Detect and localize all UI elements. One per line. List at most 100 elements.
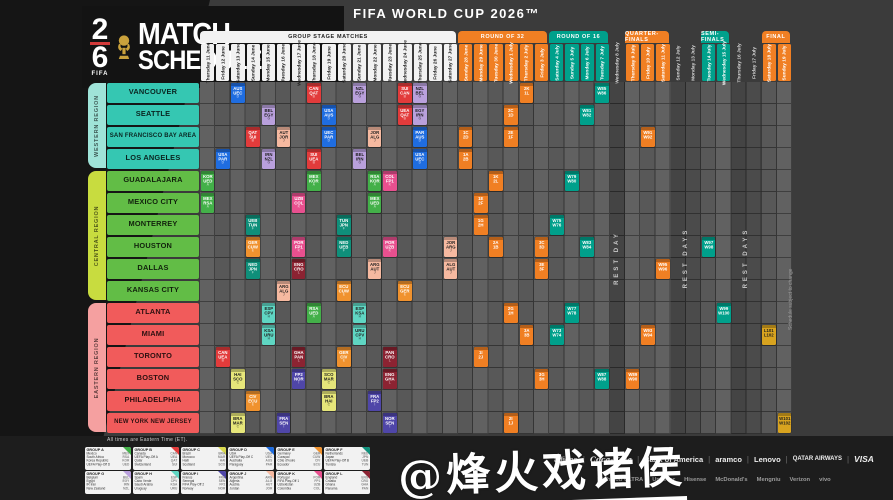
date-col-18: Sunday 28 June	[459, 44, 473, 81]
date-col-38: Saturday 18 July	[762, 43, 776, 82]
city-toronto: TORONTO	[107, 347, 199, 367]
group-box-i: GROUP I France FRA Senegal SEN FIFA Play-Off …	[180, 471, 227, 495]
match-cell-3-6: UEB TUN F	[246, 215, 260, 235]
date-col-17: Saturday 27 June	[443, 43, 458, 82]
match-cell-1-12: CAN UEA B	[215, 347, 230, 367]
rest-label-3: REST DAYS	[743, 227, 750, 289]
match-cell-3-2: QAT SUI B	[246, 127, 260, 147]
match-cell-12-12: PAN CRO L	[382, 347, 397, 367]
sponsor-logo-qatar-airways: QATAR AIRWAYS	[792, 456, 842, 462]
date-col-39: Sunday 19 July	[777, 44, 792, 81]
sponsor-logo-mengniu: Mengniu	[756, 477, 781, 483]
match-cell-7-0: CAN QAT B	[307, 83, 321, 103]
date-col-24: Saturday 4 July	[550, 44, 564, 81]
date-col-1: Thursday 11 June	[201, 42, 215, 83]
city-san-francisco-bay-area: SAN FRANCISCO BAY AREA	[107, 127, 199, 147]
city-miami: MIAMI	[107, 325, 199, 345]
date-col-23: Friday 3 July	[534, 44, 549, 81]
match-cell-17-3: 1A 2B	[458, 149, 473, 169]
sponsor-logo-verizon: Verizon	[789, 477, 811, 483]
date-col-31: Saturday 11 July	[656, 44, 670, 81]
city-atlanta: ATLANTA	[107, 303, 199, 323]
sponsor-row-secondary: Michelob ULTRA Unilever Hisense McDonald's M…	[540, 477, 888, 483]
match-cell-3-14: CIV ECU E	[246, 391, 260, 411]
group-box-h: GROUP H Spain ESP Cabo Verde CPV Saudi Arabia…	[132, 471, 179, 495]
sponsor-logo-hisense: Hisense	[684, 477, 707, 483]
match-cell-6-12: GHA PAN L	[291, 347, 306, 367]
page-title: FIFA WORLD CUP 2026™	[353, 6, 540, 21]
match-cell-33-7: W97 W98	[701, 237, 716, 257]
sponsor-logo-vivo: vivo	[819, 477, 831, 483]
timezone-note: All times are Eastern Time (ET).	[107, 437, 188, 443]
group-box-l: GROUP L England ENG Croatia CRO Ghana GHA Panam…	[324, 471, 370, 495]
fifa-wordmark: FIFA	[91, 70, 109, 77]
city-seattle: SEATTLE	[107, 105, 199, 125]
date-col-35: Wednesday 15 July	[717, 40, 731, 85]
match-cell-13-0: SUI CAN B	[398, 83, 412, 103]
match-cell-14-2: PAR AUS D	[413, 127, 427, 147]
date-col-30: Friday 10 July	[641, 44, 655, 81]
date-col-22: Thursday 2 July	[519, 44, 533, 81]
match-cell-7-4: MEX KOR A	[307, 171, 321, 191]
match-cell-29-2: W91 W92	[641, 127, 655, 147]
match-cell-6-13: FP2 NOR I	[291, 369, 306, 389]
match-cell-29-11: W93 W94	[641, 325, 655, 345]
date-col-8: Thursday 18 June	[307, 42, 321, 83]
date-col-19: Monday 29 June	[474, 44, 488, 81]
rest-label-1: REST DAY	[614, 231, 621, 285]
phase-bar-r16: ROUND OF 16	[549, 31, 608, 43]
group-box-b: GROUP B Canada CAN UEFA Play-Off A UEA Qatar Q…	[132, 447, 179, 470]
city-kansas-city: KANSAS CITY	[107, 281, 199, 301]
match-cell-4-3: IRN NZL G	[261, 149, 276, 169]
match-cell-6-8: ENG CRO L	[291, 259, 306, 279]
match-cell-18-5: 1E 2F	[474, 193, 488, 213]
match-cell-14-3: USA UEC D	[413, 149, 427, 169]
date-col-15: Thursday 25 June	[413, 42, 427, 83]
match-cell-23-6: W75 W76	[549, 215, 564, 235]
match-cell-9-7: NED UEB F	[337, 237, 351, 257]
match-cell-12-13: ENG GHA L	[382, 369, 397, 389]
match-cell-8-2: UEC PAR D	[322, 127, 336, 147]
match-cell-5-15: FRA SEN I	[276, 413, 291, 433]
match-cell-7-10: RSA UED A	[307, 303, 321, 323]
region-strip-1: WESTERN REGION	[88, 83, 106, 168]
logo-digit-2: 2	[91, 12, 109, 46]
match-cell-10-3: BEL IRN G	[352, 149, 367, 169]
date-col-32: Sunday 12 July	[675, 45, 681, 80]
date-col-14: Wednesday 24 June	[398, 40, 412, 85]
match-cell-8-14: BRA HAI C	[322, 391, 336, 411]
match-cell-20-1: 2C 1D	[504, 105, 518, 125]
sponsor-logo-bank-of-america: Bank of America	[644, 454, 704, 464]
date-col-7: Wednesday 17 June	[292, 40, 306, 85]
match-cell-5-2: AUT JOR J	[276, 127, 291, 147]
date-col-13: Tuesday 23 June	[383, 43, 397, 82]
group-box-f: GROUP F Netherlands NED Japan JPN UEFA Play-O…	[324, 447, 370, 470]
match-cell-21-11: 3A 3B	[519, 325, 534, 345]
match-cell-26-0: W85 W86	[595, 83, 610, 103]
match-cell-37-11: L101 L102	[762, 325, 777, 345]
match-cell-18-12: 1I 2J	[474, 347, 488, 367]
sponsor-logo-adidas: adidas	[554, 454, 578, 464]
sponsor-logo-michelob-ultra: Michelob ULTRA	[597, 477, 644, 483]
date-col-11: Sunday 21 June	[352, 44, 366, 81]
match-cell-14-0: NZL BEL G	[413, 83, 427, 103]
match-cell-18-6: 1G 2H	[474, 215, 488, 235]
match-cell-4-10: ESP CPV H	[261, 303, 276, 323]
match-cell-10-10: ESP KSA H	[352, 303, 367, 323]
match-cell-25-7: W83 W84	[580, 237, 594, 257]
group-box-k: GROUP K Portugal POR FIFA Play-Off 1 FP1 Uzbe…	[276, 471, 322, 495]
match-cell-10-11: URU CPV H	[352, 325, 367, 345]
match-cell-9-6: TUN JPN F	[337, 215, 351, 235]
match-cell-9-9: ECU CUW E	[337, 281, 351, 301]
city-new-york-new-jersey: NEW YORK NEW JERSEY	[107, 413, 199, 433]
match-cell-0-4: KOR UED A	[200, 171, 215, 191]
match-cell-11-8: ARG AUT J	[367, 259, 382, 279]
match-cell-23-11: W73 W74	[549, 325, 564, 345]
rest-label-2: REST DAYS	[682, 227, 689, 289]
match-cell-6-5: UZB COL K	[291, 193, 306, 213]
match-cell-8-1: USA AUS D	[322, 105, 336, 125]
world-cup-trophy-icon	[118, 35, 130, 59]
match-cell-12-15: NOR SEN I	[382, 413, 397, 433]
match-cell-38-15: W101 W102	[777, 413, 792, 433]
